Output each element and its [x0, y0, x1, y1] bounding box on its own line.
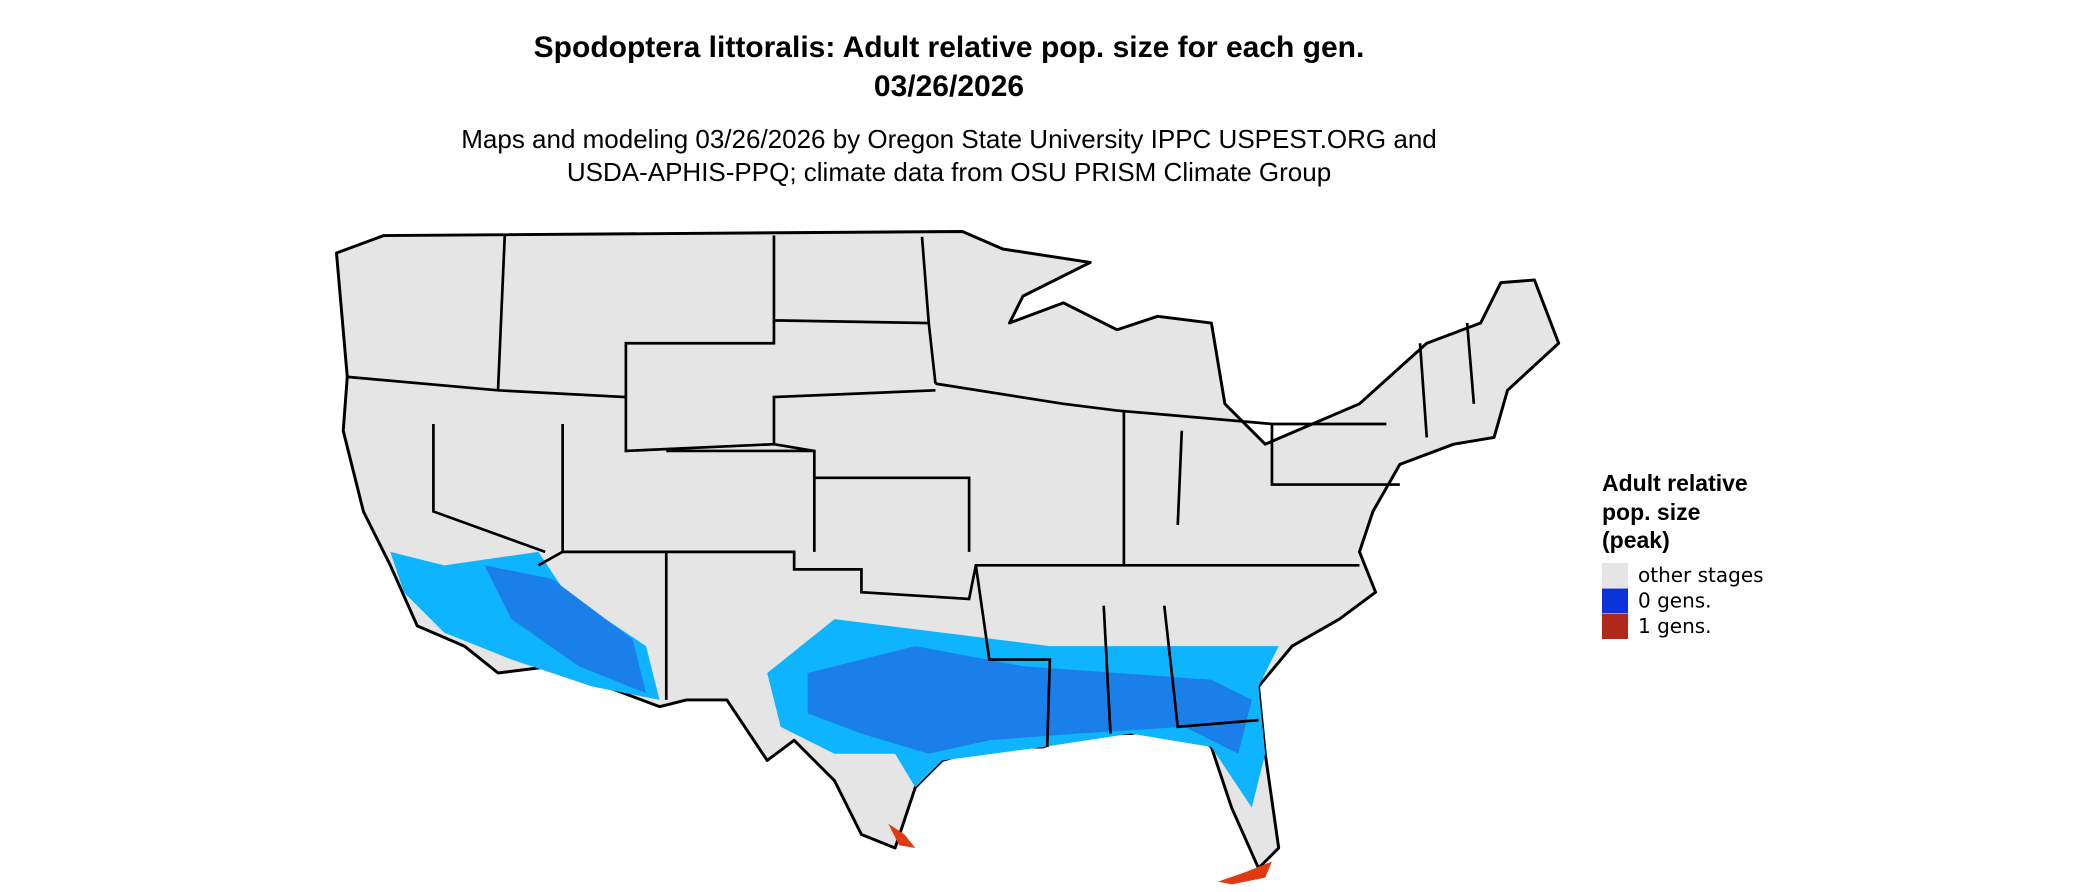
legend-swatch — [1602, 563, 1628, 588]
us-outline — [335, 230, 1561, 870]
map-date: 03/26/2026 — [874, 70, 1024, 103]
legend-title: (peak) — [1602, 527, 1670, 553]
state-borders — [347, 235, 1476, 748]
pop-1-gens-area — [888, 823, 1272, 885]
legend: Adult relative pop. size (peak) other st… — [1602, 470, 1764, 639]
subtitle: Maps and modeling 03/26/2026 by Oregon S… — [461, 124, 1437, 154]
legend-title: pop. size — [1602, 499, 1700, 525]
legend-label: 0 gens. — [1638, 589, 1712, 613]
legend-swatch — [1602, 588, 1628, 614]
legend-label: 1 gens. — [1638, 614, 1712, 638]
legend-swatch — [1602, 614, 1628, 639]
legend-title: Adult relative — [1602, 470, 1748, 496]
subtitle: USDA-APHIS-PPQ; climate data from OSU PR… — [567, 157, 1331, 187]
legend-label: other stages — [1638, 563, 1764, 587]
us-map — [335, 230, 1561, 885]
pop-0-gens-area — [390, 551, 1279, 808]
map-title: Spodoptera littoralis: Adult relative po… — [534, 31, 1365, 64]
